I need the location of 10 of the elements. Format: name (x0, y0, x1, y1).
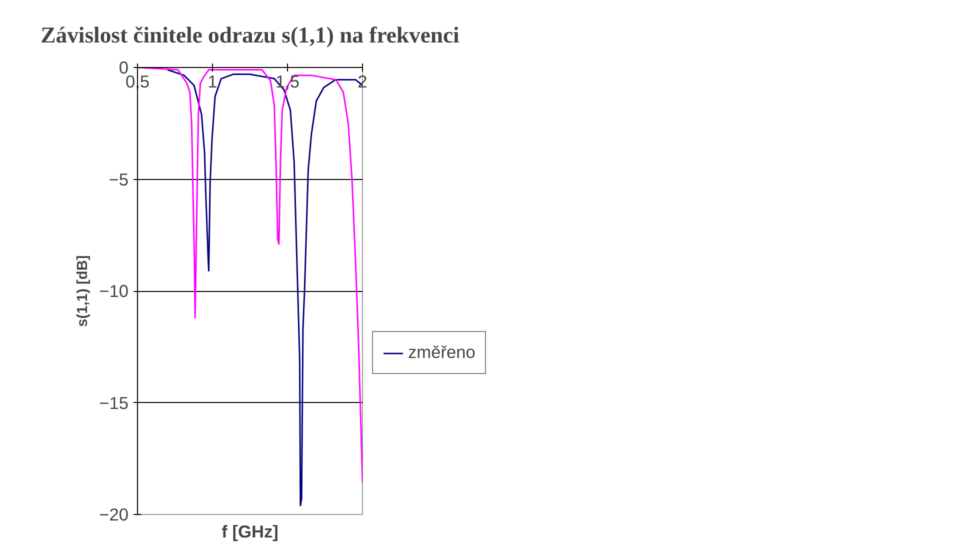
y-tick-label: −20 (99, 504, 129, 524)
legend-label: změřeno (408, 342, 476, 363)
y-tick-label: −10 (99, 281, 129, 301)
y-axis-title: s(1,1) [dB] (75, 255, 92, 327)
y-tick-label: −5 (108, 169, 129, 190)
x-tick-label: 1 (208, 72, 218, 92)
y-tick-label: −15 (99, 392, 129, 413)
chart-title: Závislost činitele odrazu s(1,1) na frekvenci (40, 22, 460, 48)
x-tick-label: 2 (358, 72, 368, 92)
x-axis-title: f [GHz] (222, 522, 278, 542)
